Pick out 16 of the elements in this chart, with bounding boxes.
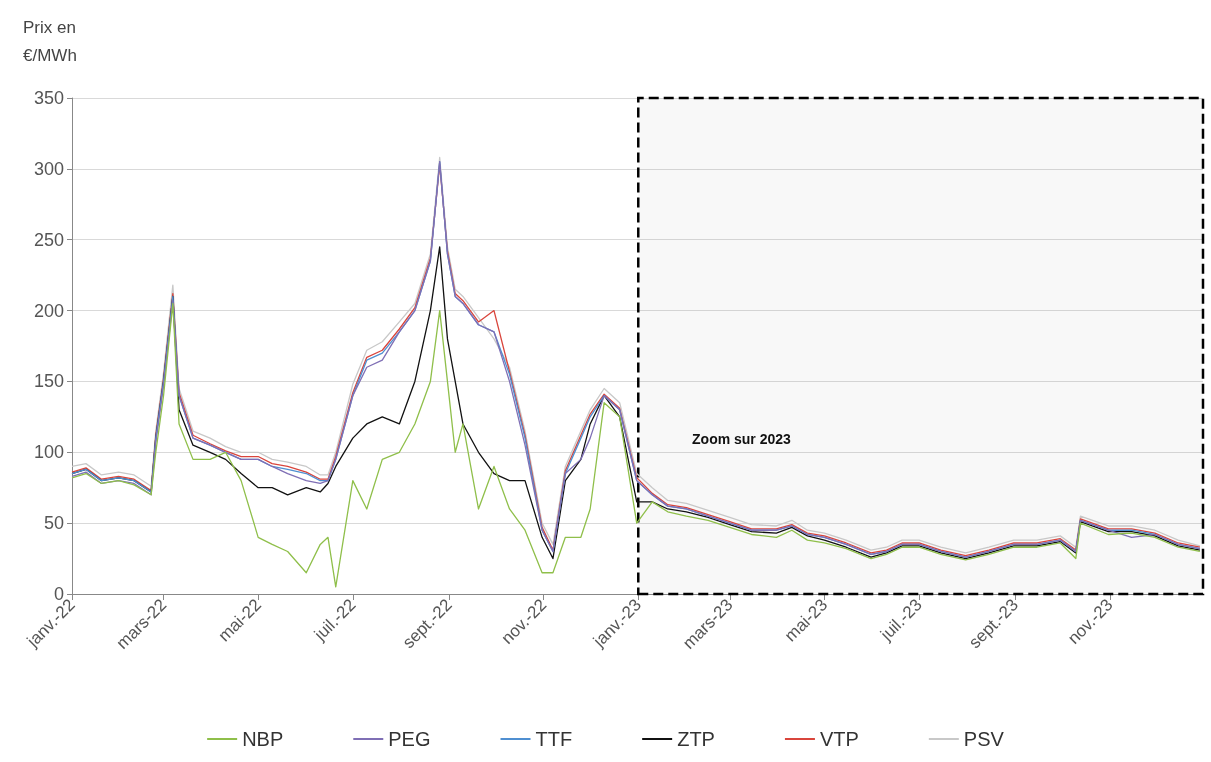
legend-label: PEG bbox=[388, 728, 431, 750]
y-tick-label: 150 bbox=[33, 371, 64, 392]
legend-label: TTF bbox=[535, 728, 573, 750]
legend-label: NBP bbox=[242, 728, 284, 750]
y-tick-label: 300 bbox=[33, 158, 64, 179]
band-label: Zoom sur 2023 bbox=[692, 430, 792, 447]
y-tick-label: 250 bbox=[33, 229, 64, 250]
legend-label: PSV bbox=[963, 728, 1005, 750]
y-axis-title: Prix en €/MWh bbox=[23, 17, 77, 65]
y-tick-label: 50 bbox=[43, 513, 64, 534]
legend-label: ZTP bbox=[677, 728, 715, 750]
y-tick-label: 0 bbox=[53, 584, 64, 604]
y-tick-label: 350 bbox=[33, 88, 64, 108]
y-tick-label: 200 bbox=[33, 300, 64, 321]
y-tick-label: 100 bbox=[33, 442, 64, 463]
legend-label: VTP bbox=[819, 728, 859, 750]
